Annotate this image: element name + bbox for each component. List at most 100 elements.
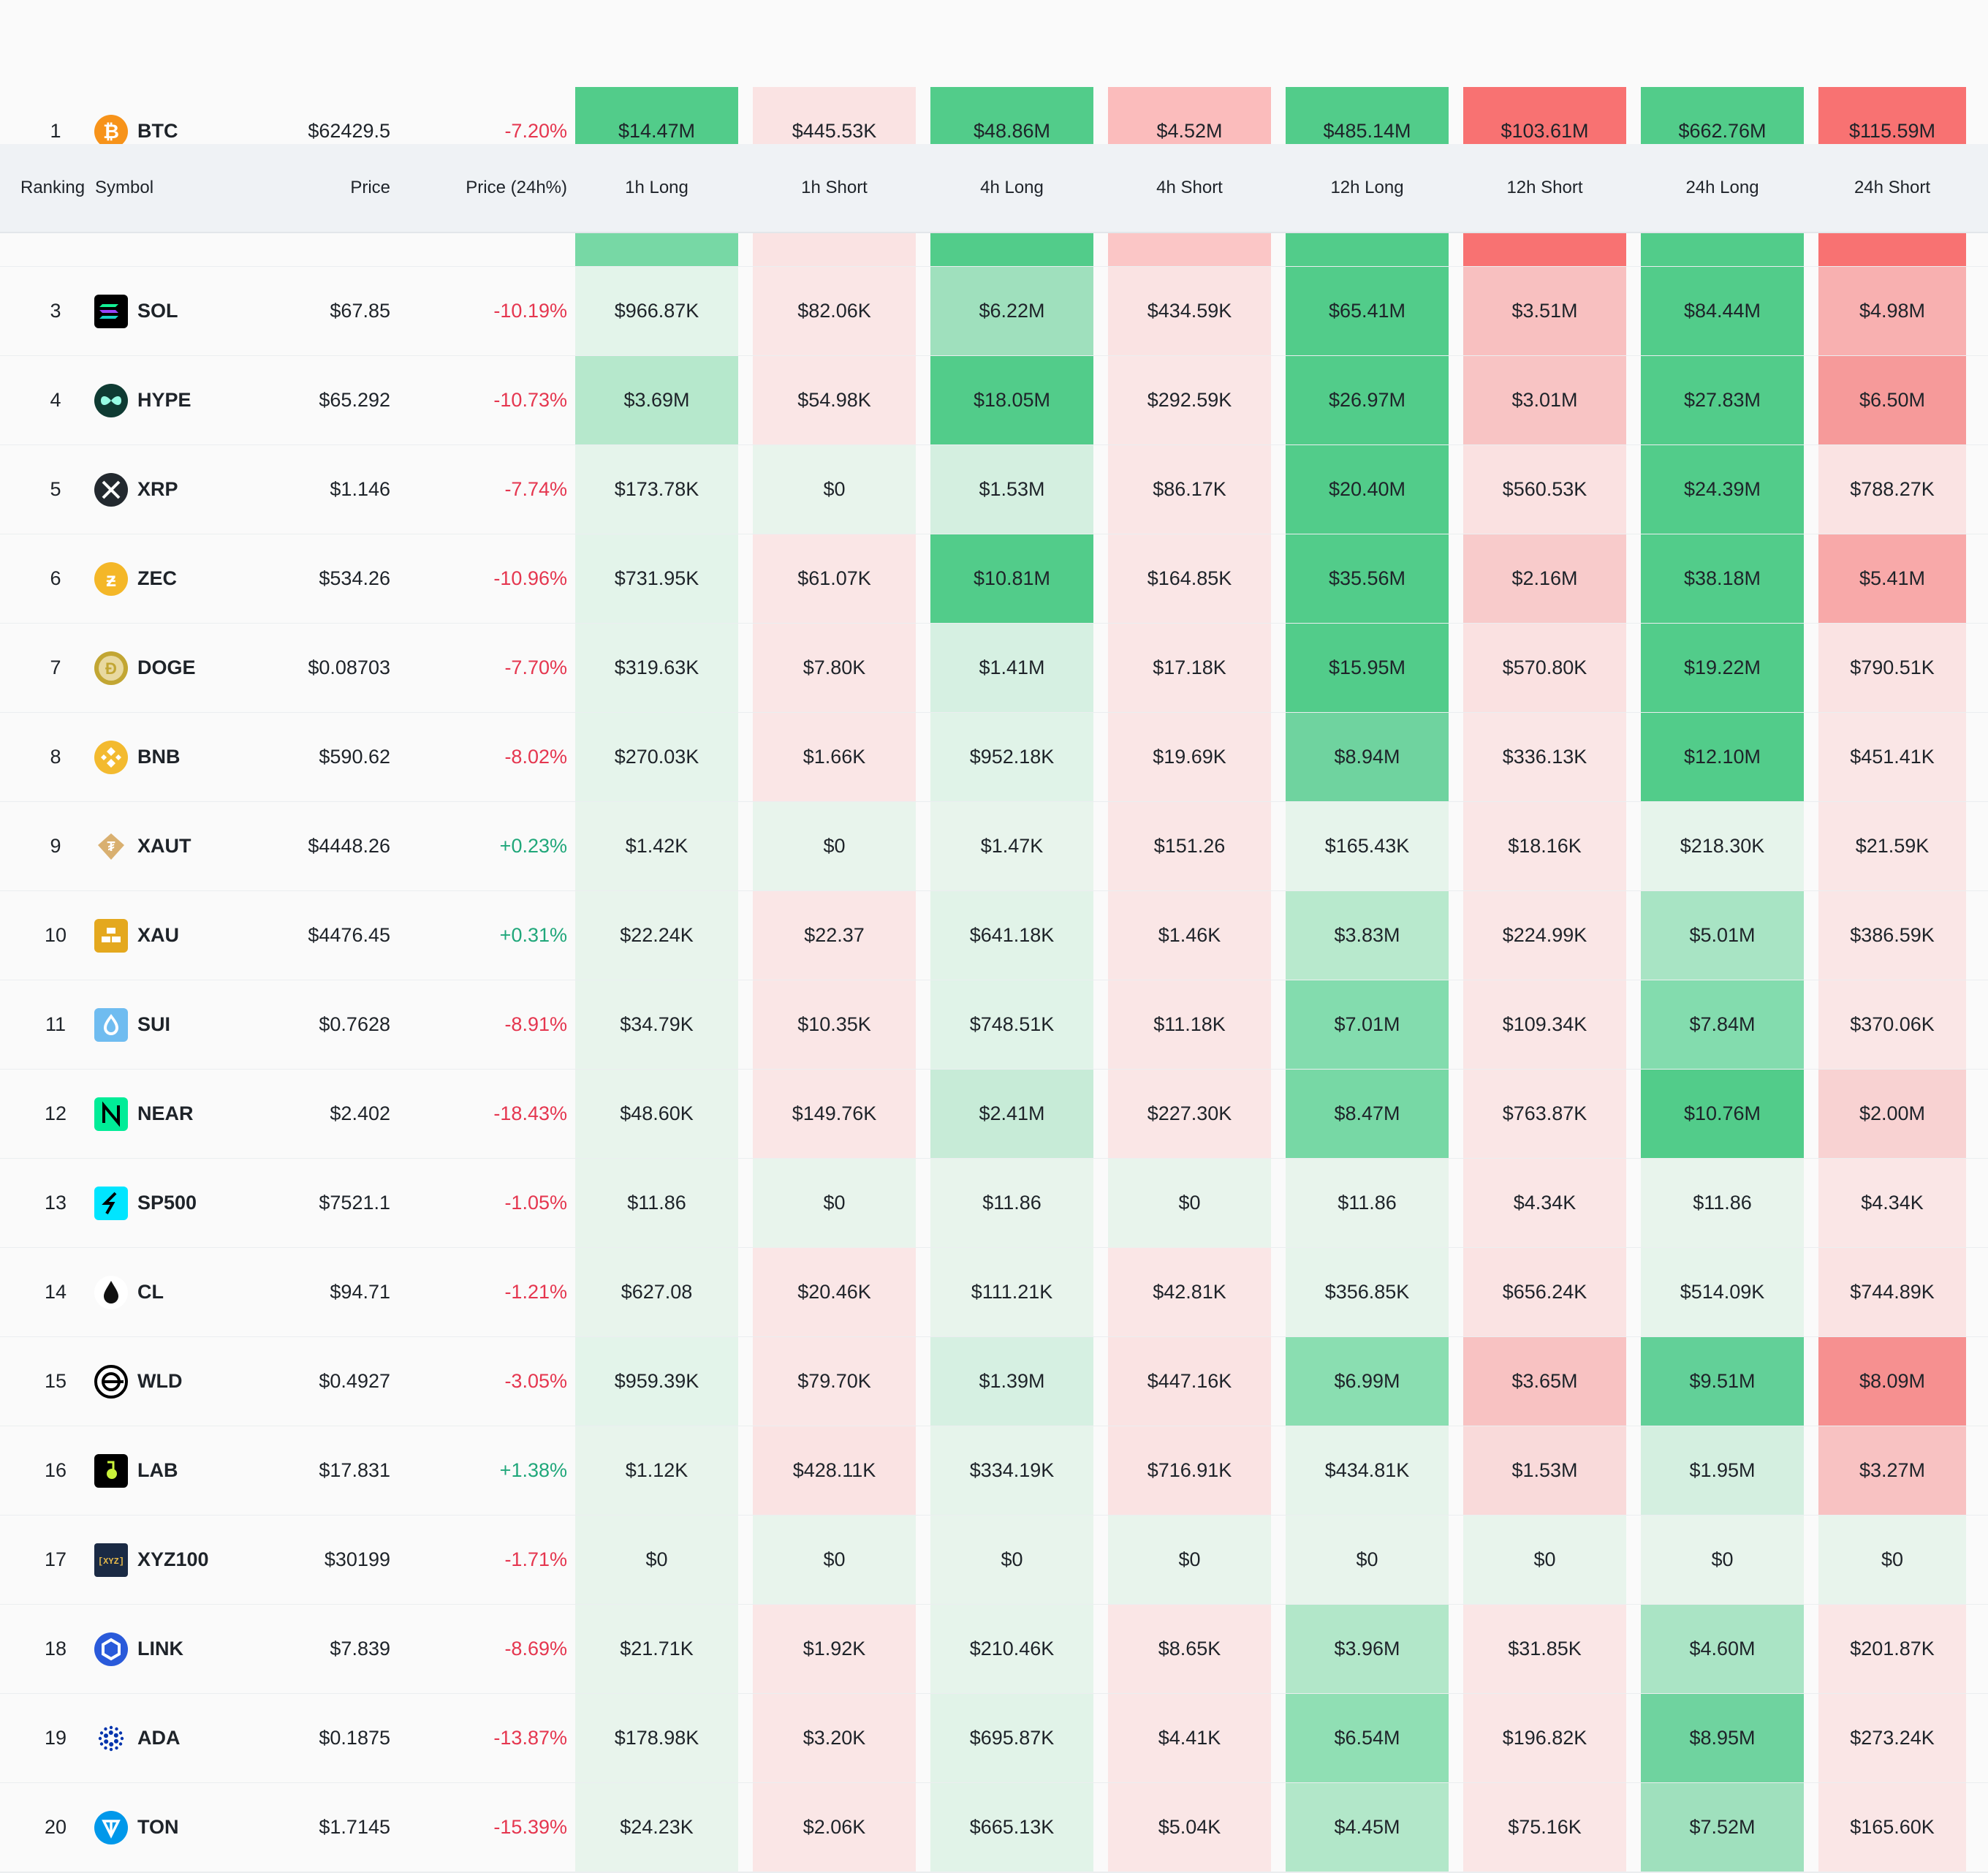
table-row[interactable]: 19 ADA $0.1875 -13.87% $178.98K $3.20K $695.87… <box>0 1694 1988 1784</box>
table-row[interactable]: 4 HYPE $65.292 -10.73% $3.69M $54.98K $18.05M $… <box>0 356 1988 446</box>
header-symbol[interactable]: Symbol <box>95 178 154 197</box>
4h-short-cell: $227.30K <box>1108 1070 1271 1158</box>
24h-short-cell: $201.87K <box>1818 1605 1966 1693</box>
table-row[interactable]: 6 ƶ ZEC $534.26 -10.96% $731.95K $61.07K $10.81… <box>0 534 1988 624</box>
price-cell: $17.831 <box>319 1459 390 1481</box>
symbol-cell[interactable]: WLD <box>94 1337 269 1426</box>
table-row[interactable]: 3 SOL $67.85 -10.19% $966.87K $82.06K $6.22M $4… <box>0 267 1988 357</box>
header-price-change[interactable]: Price (24h%) <box>466 178 567 197</box>
header-12h-long[interactable]: 12h Long <box>1330 178 1404 197</box>
12h-long-cell: $8.47M <box>1286 1070 1449 1158</box>
1h-short-cell: $10.35K <box>753 980 916 1069</box>
table-row[interactable]: 13 SP500 $7521.1 -1.05% $11.86 $0 $11.86 $0 $11.… <box>0 1159 1988 1249</box>
symbol-cell[interactable]: CL <box>94 1248 269 1336</box>
symbol-cell[interactable]: SOL <box>94 267 269 355</box>
symbol-label: TON <box>137 1816 179 1838</box>
header-1h-long[interactable]: 1h Long <box>625 178 688 197</box>
symbol-cell[interactable]: XAU <box>94 891 269 980</box>
ranking-cell: 9 <box>50 835 61 857</box>
4h-short-cell: $434.59K <box>1108 267 1271 355</box>
price-cell: $0.7628 <box>319 1013 390 1035</box>
symbol-cell[interactable]: ADA <box>94 1694 269 1782</box>
table-row[interactable]: 16 LAB $17.831 +1.38% $1.12K $428.11K $334.19K… <box>0 1426 1988 1516</box>
ranking-cell: 3 <box>50 300 61 322</box>
symbol-cell[interactable]: BNB <box>94 713 269 801</box>
24h-long-cell: $4.60M <box>1641 1605 1804 1693</box>
24h-long-cell: $12.10M <box>1641 713 1804 801</box>
header-4h-short[interactable]: 4h Short <box>1156 178 1223 197</box>
1h-long-cell: $34.79K <box>575 980 738 1069</box>
symbol-cell[interactable]: ƶ ZEC <box>94 534 269 623</box>
table-row[interactable]: 9 ₮ XAUT $4448.26 +0.23% $1.42K $0 $1.47K $151.2… <box>0 802 1988 892</box>
table-row[interactable]: 10 XAU $4476.45 +0.31% $22.24K $22.37 $641.18K… <box>0 891 1988 981</box>
header-12h-short[interactable]: 12h Short <box>1506 178 1583 197</box>
24h-long-cell: $514.09K <box>1641 1248 1804 1336</box>
symbol-label: WLD <box>137 1370 183 1392</box>
4h-short-cell: $716.91K <box>1108 1426 1271 1515</box>
header-4h-long[interactable]: 4h Long <box>980 178 1044 197</box>
table-row[interactable]: 11 SUI $0.7628 -8.91% $34.79K $10.35K $748.51K… <box>0 980 1988 1070</box>
12h-long-cell: $8.94M <box>1286 713 1449 801</box>
table-row[interactable]: 8 BNB $590.62 -8.02% $270.03K $1.66K $952.18K $… <box>0 713 1988 803</box>
price-change-cell: -1.71% <box>504 1548 567 1570</box>
24h-short-cell: $386.59K <box>1818 891 1966 980</box>
table-row[interactable]: 18 LINK $7.839 -8.69% $21.71K $1.92K $210.46K $… <box>0 1605 1988 1695</box>
xyz100-icon: [XYZ] <box>94 1543 129 1578</box>
symbol-cell[interactable]: HYPE <box>94 356 269 444</box>
symbol-cell[interactable]: SP500 <box>94 1159 269 1247</box>
symbol-cell[interactable]: LINK <box>94 1605 269 1693</box>
zec-icon: ƶ <box>94 561 129 597</box>
12h-long-cell: $20.40M <box>1286 445 1449 534</box>
table-row[interactable]: 14 CL $94.71 -1.21% $627.08 $20.46K $111.21K $4… <box>0 1248 1988 1338</box>
4h-long-cell: $748.51K <box>930 980 1093 1069</box>
symbol-cell[interactable]: [XYZ] XYZ100 <box>94 1516 269 1604</box>
price-cell: $1.7145 <box>319 1816 390 1838</box>
12h-long-cell: $26.97M <box>1286 356 1449 444</box>
symbol-label: ADA <box>137 1727 181 1749</box>
ranking-cell: 8 <box>50 746 61 768</box>
12h-long-cell: $165.43K <box>1286 802 1449 890</box>
symbol-cell[interactable]: Ð DOGE <box>94 624 269 712</box>
12h-long-cell: $6.99M <box>1286 1337 1449 1426</box>
4h-long-cell: $210.46K <box>930 1605 1093 1693</box>
table-row[interactable]: 17 [XYZ] XYZ100 $30199 -1.71% $0 $0 $0 $0 $0 $0 $0 $… <box>0 1516 1988 1605</box>
symbol-cell[interactable]: TON <box>94 1783 269 1872</box>
ranking-cell: 12 <box>44 1102 67 1124</box>
symbol-cell[interactable]: XRP <box>94 445 269 534</box>
header-24h-long[interactable]: 24h Long <box>1685 178 1759 197</box>
symbol-cell[interactable]: LAB <box>94 1426 269 1515</box>
1h-short-cell: $54.98K <box>753 356 916 444</box>
table-row[interactable]: 12 NEAR $2.402 -18.43% $48.60K $149.76K $2.41M… <box>0 1070 1988 1159</box>
table-row[interactable]: 7 Ð DOGE $0.08703 -7.70% $319.63K $7.80K $1.41M… <box>0 624 1988 714</box>
12h-short-cell: $656.24K <box>1463 1248 1626 1336</box>
ranking-cell: 6 <box>50 567 61 589</box>
symbol-cell[interactable]: ₿ BTC <box>94 87 269 175</box>
4h-short-cell: $86.17K <box>1108 445 1271 534</box>
header-ranking[interactable]: Ranking <box>20 178 86 197</box>
table-row[interactable]: 5 XRP $1.146 -7.74% $173.78K $0 $1.53M $86.17K $… <box>0 445 1988 535</box>
12h-long-cell: $6.54M <box>1286 1694 1449 1782</box>
12h-long-cell: $35.56M <box>1286 534 1449 623</box>
table-row[interactable]: 15 WLD $0.4927 -3.05% $959.39K $79.70K $1.39M $… <box>0 1337 1988 1427</box>
4h-short-cell: $8.65K <box>1108 1605 1271 1693</box>
price-change-cell: -7.70% <box>504 657 567 678</box>
24h-short-cell: $370.06K <box>1818 980 1966 1069</box>
symbol-cell[interactable]: SUI <box>94 980 269 1069</box>
header-price[interactable]: Price <box>350 178 390 197</box>
header-24h-short[interactable]: 24h Short <box>1854 178 1931 197</box>
1h-long-cell: $11.86 <box>575 1159 738 1247</box>
symbol-cell[interactable]: NEAR <box>94 1070 269 1158</box>
wld-icon <box>94 1364 129 1399</box>
symbol-label: NEAR <box>137 1102 194 1124</box>
ranking-cell: 11 <box>45 1013 67 1035</box>
1h-short-cell: $149.76K <box>753 1070 916 1158</box>
symbol-label: CL <box>137 1281 164 1303</box>
price-cell: $62429.5 <box>308 120 390 142</box>
symbol-cell[interactable]: ₮ XAUT <box>94 802 269 890</box>
12h-short-cell: $196.82K <box>1463 1694 1626 1782</box>
table-row[interactable]: 20 TON $1.7145 -15.39% $24.23K $2.06K $665.13K… <box>0 1783 1988 1873</box>
header-1h-short[interactable]: 1h Short <box>801 178 868 197</box>
price-cell: $0.08703 <box>308 657 390 678</box>
4h-long-cell: $1.41M <box>930 624 1093 712</box>
1h-short-cell: $0 <box>753 802 916 890</box>
